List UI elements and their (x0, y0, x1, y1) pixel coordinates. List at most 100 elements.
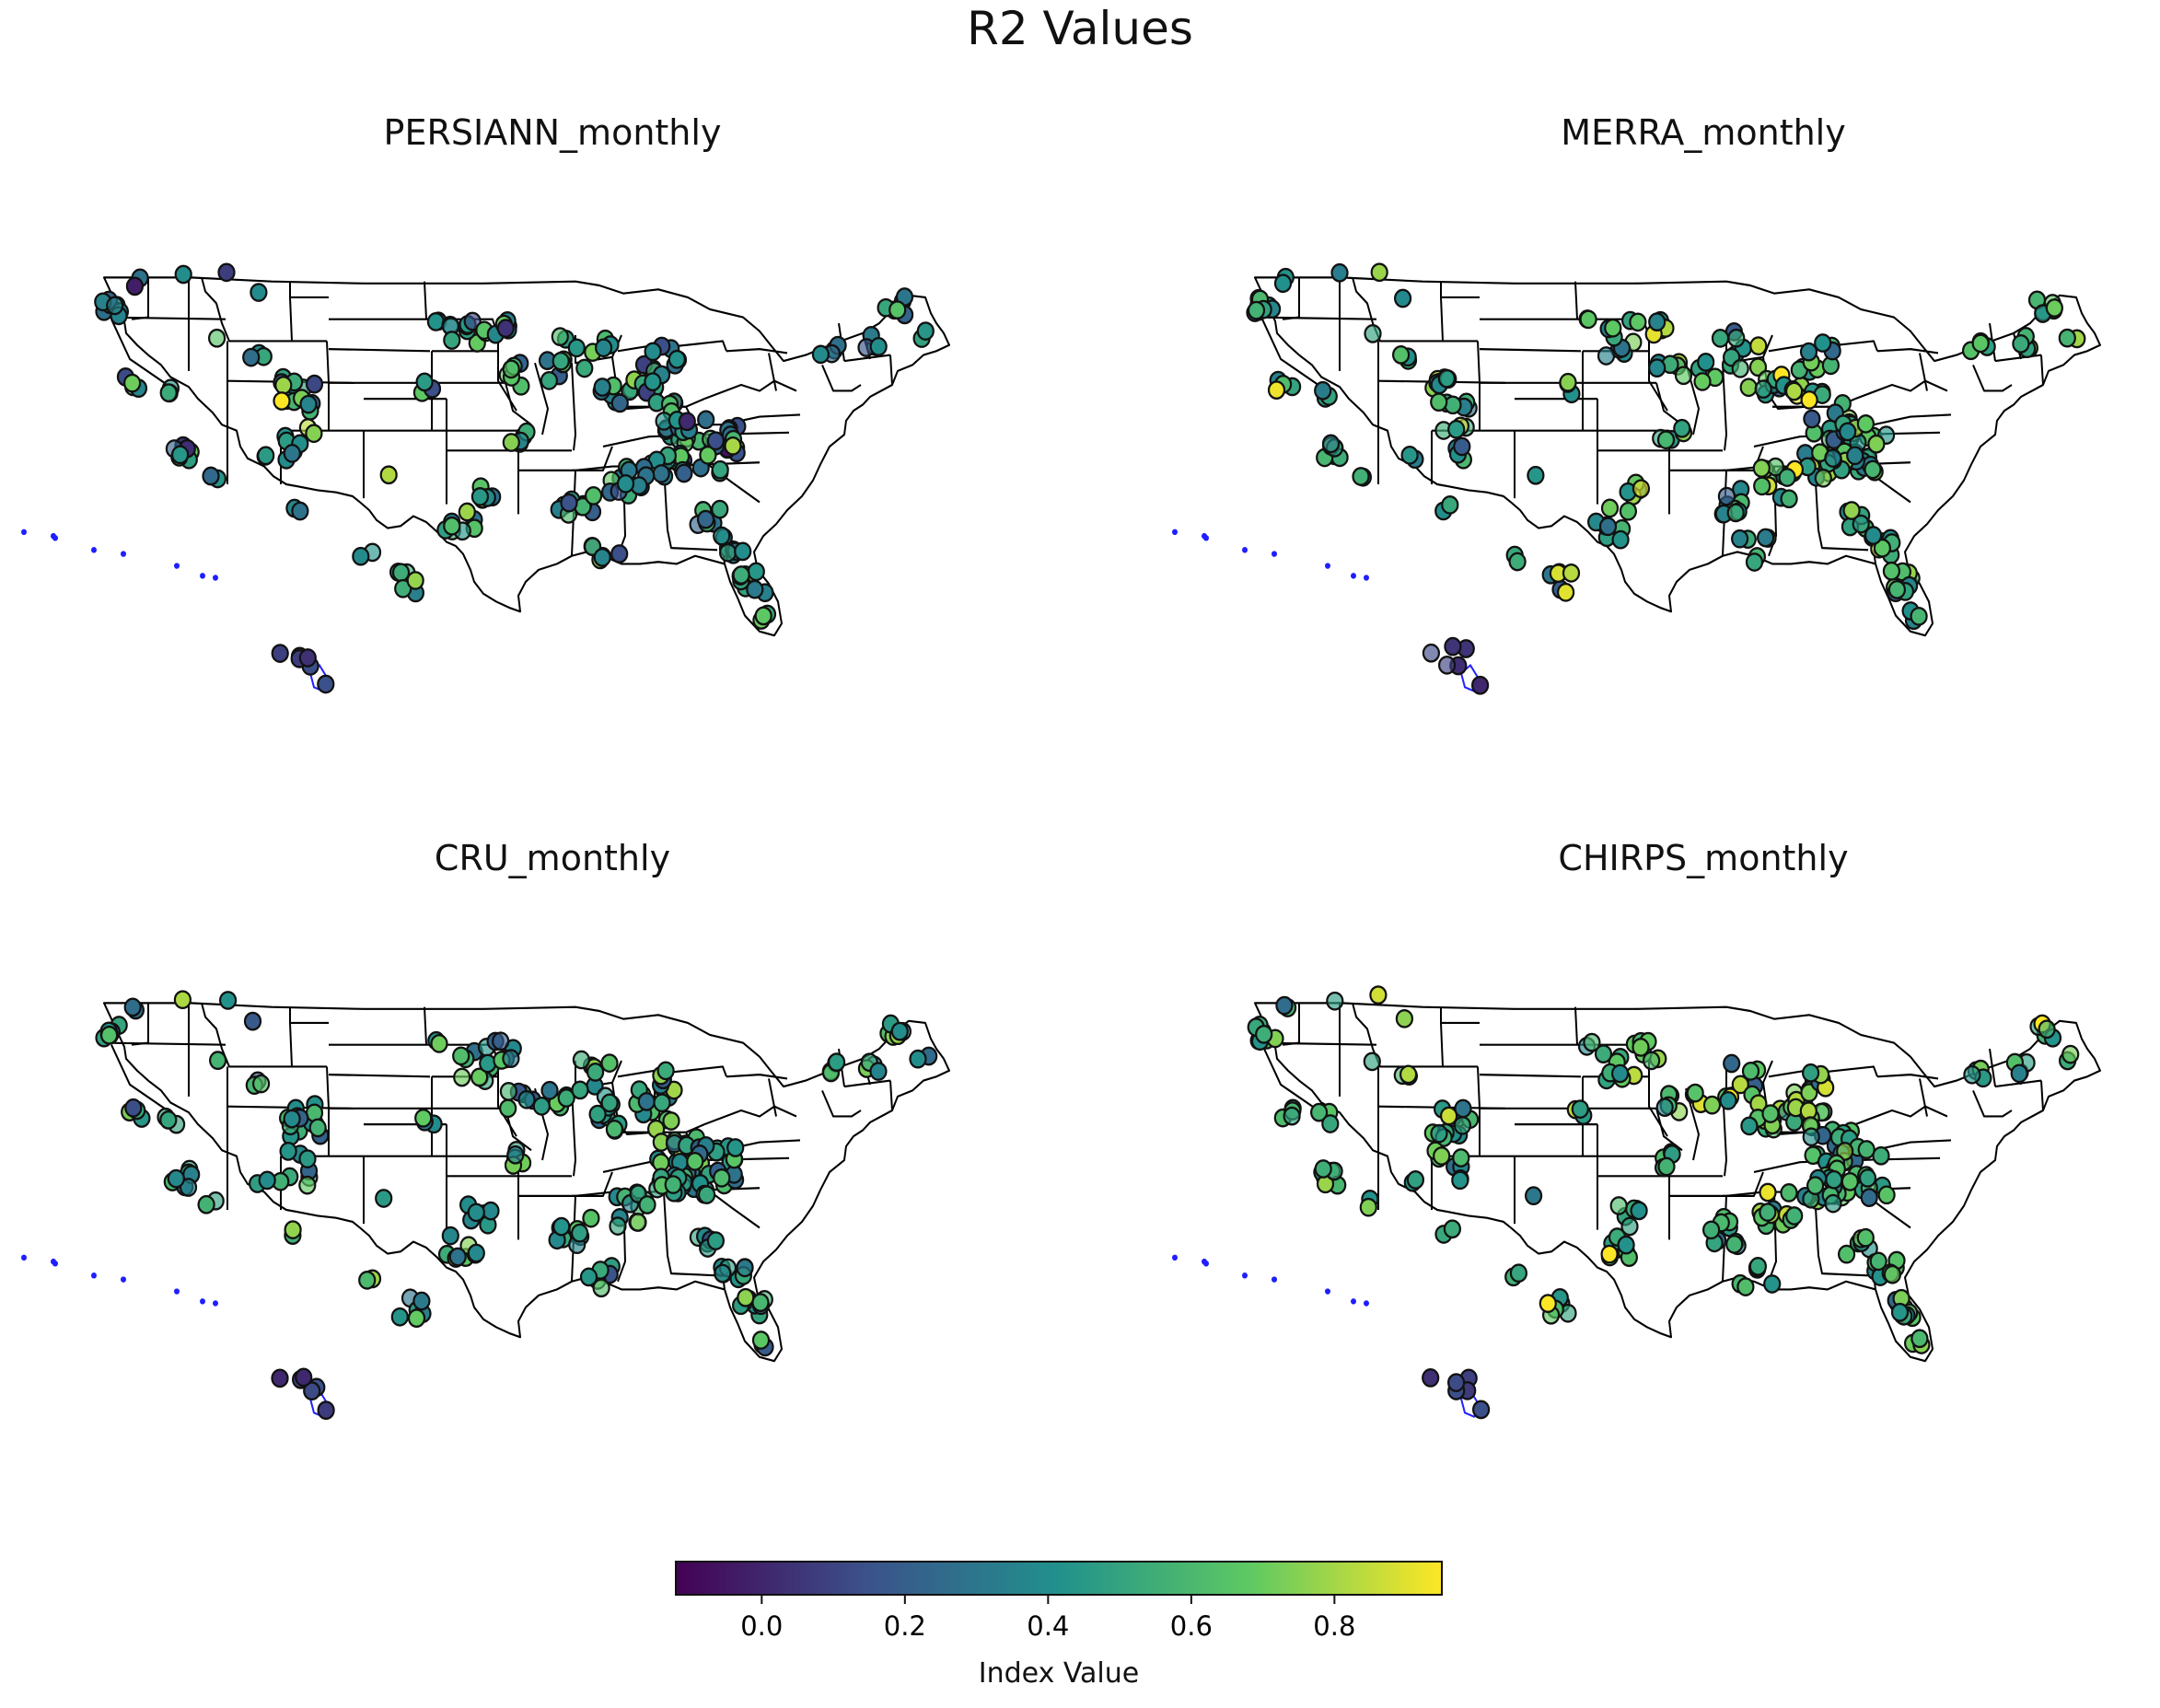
station-point (706, 1231, 726, 1250)
station-point (506, 1144, 525, 1165)
station-point (1697, 353, 1715, 372)
station-point (909, 1049, 927, 1069)
station-point (1247, 300, 1266, 320)
hawaii-island (52, 535, 58, 541)
station-point (1856, 1227, 1875, 1248)
station-point (696, 509, 715, 529)
station-point (123, 997, 142, 1017)
station-point (1447, 419, 1466, 439)
station-point (1314, 380, 1332, 401)
station-point (1778, 468, 1796, 487)
station-point (470, 1067, 489, 1087)
station-point (243, 1011, 262, 1031)
station-point (1527, 465, 1545, 485)
station-point (242, 347, 261, 367)
station-point (391, 563, 411, 583)
state-border (328, 1074, 431, 1078)
station-point (724, 436, 742, 456)
station-point (443, 516, 461, 536)
state-border (326, 341, 330, 383)
state-border (1574, 1006, 1578, 1045)
station-point (1525, 1186, 1543, 1206)
hawaii-island (1272, 1276, 1277, 1283)
station-point (179, 1178, 198, 1197)
state-border (1440, 281, 1480, 299)
station-point (593, 548, 611, 567)
station-point (1785, 1206, 1804, 1226)
state-border (1725, 334, 1773, 365)
station-point (751, 1330, 771, 1350)
station-point (1440, 1106, 1458, 1126)
state-border (889, 354, 893, 386)
state-border (1479, 348, 1582, 353)
map-panel-chirps: CHIRPS_monthly (1169, 838, 2160, 1538)
station-point (579, 1267, 598, 1287)
station-point (1508, 552, 1527, 572)
state-border (2040, 354, 2044, 386)
station-point (1745, 552, 1764, 572)
state-border (289, 1006, 329, 1025)
station-point (1600, 498, 1620, 518)
station-point (257, 446, 275, 466)
station-point (1619, 501, 1637, 521)
state-border (201, 1003, 327, 1068)
station-point (637, 1092, 656, 1111)
hawaii-island (1364, 1300, 1369, 1307)
state-border (1817, 1065, 1878, 1077)
station-point (1559, 372, 1577, 392)
hawaii-island (174, 1288, 180, 1295)
hawaii-island (91, 547, 97, 553)
station-point (1731, 1075, 1749, 1095)
station-point (1780, 1183, 1798, 1203)
station-point (375, 1189, 393, 1208)
station-point (499, 1098, 517, 1119)
state-border (201, 277, 327, 343)
station-point (1326, 991, 1344, 1011)
hawaii-island (1242, 547, 1248, 553)
station-point (1444, 395, 1462, 415)
station-point (656, 1061, 675, 1081)
station-point (734, 541, 752, 562)
panel-title: CRU_monthly (434, 838, 671, 878)
station-point (1719, 1090, 1737, 1110)
station-point (1971, 333, 1990, 354)
station-point (1594, 1044, 1613, 1064)
state-border (667, 1065, 727, 1077)
station-point (502, 359, 520, 379)
station-point (575, 358, 594, 378)
station-point (159, 383, 178, 403)
station-point (1472, 1400, 1491, 1420)
station-point (706, 431, 726, 451)
state-border (328, 348, 431, 353)
station-point (1731, 358, 1749, 378)
station-point (594, 338, 613, 358)
station-point (317, 674, 335, 694)
station-point (711, 499, 729, 519)
station-point (593, 378, 611, 397)
state-border (703, 379, 797, 401)
station-point (1422, 643, 1440, 663)
station-point (219, 991, 238, 1010)
station-point (1604, 318, 1622, 338)
state-border (110, 1044, 171, 1114)
station-point (283, 444, 301, 463)
station-point (1910, 606, 1928, 626)
station-point (736, 1258, 754, 1278)
station-point (390, 1307, 409, 1327)
station-point (737, 1287, 755, 1307)
state-border (768, 1078, 777, 1117)
station-point (686, 1152, 704, 1171)
state-border (1994, 1079, 2042, 1088)
state-border (843, 354, 891, 363)
station-point (890, 1021, 909, 1041)
station-point (916, 321, 935, 341)
station-point (1801, 1063, 1820, 1083)
hawaii-island (21, 529, 27, 536)
station-point (1872, 1145, 1890, 1166)
station-point (1509, 1263, 1527, 1284)
state-border (1919, 353, 1928, 391)
state-border (289, 281, 329, 299)
station-point (1617, 1235, 1635, 1255)
station-point (273, 391, 291, 411)
hawaii-island (21, 1254, 27, 1261)
